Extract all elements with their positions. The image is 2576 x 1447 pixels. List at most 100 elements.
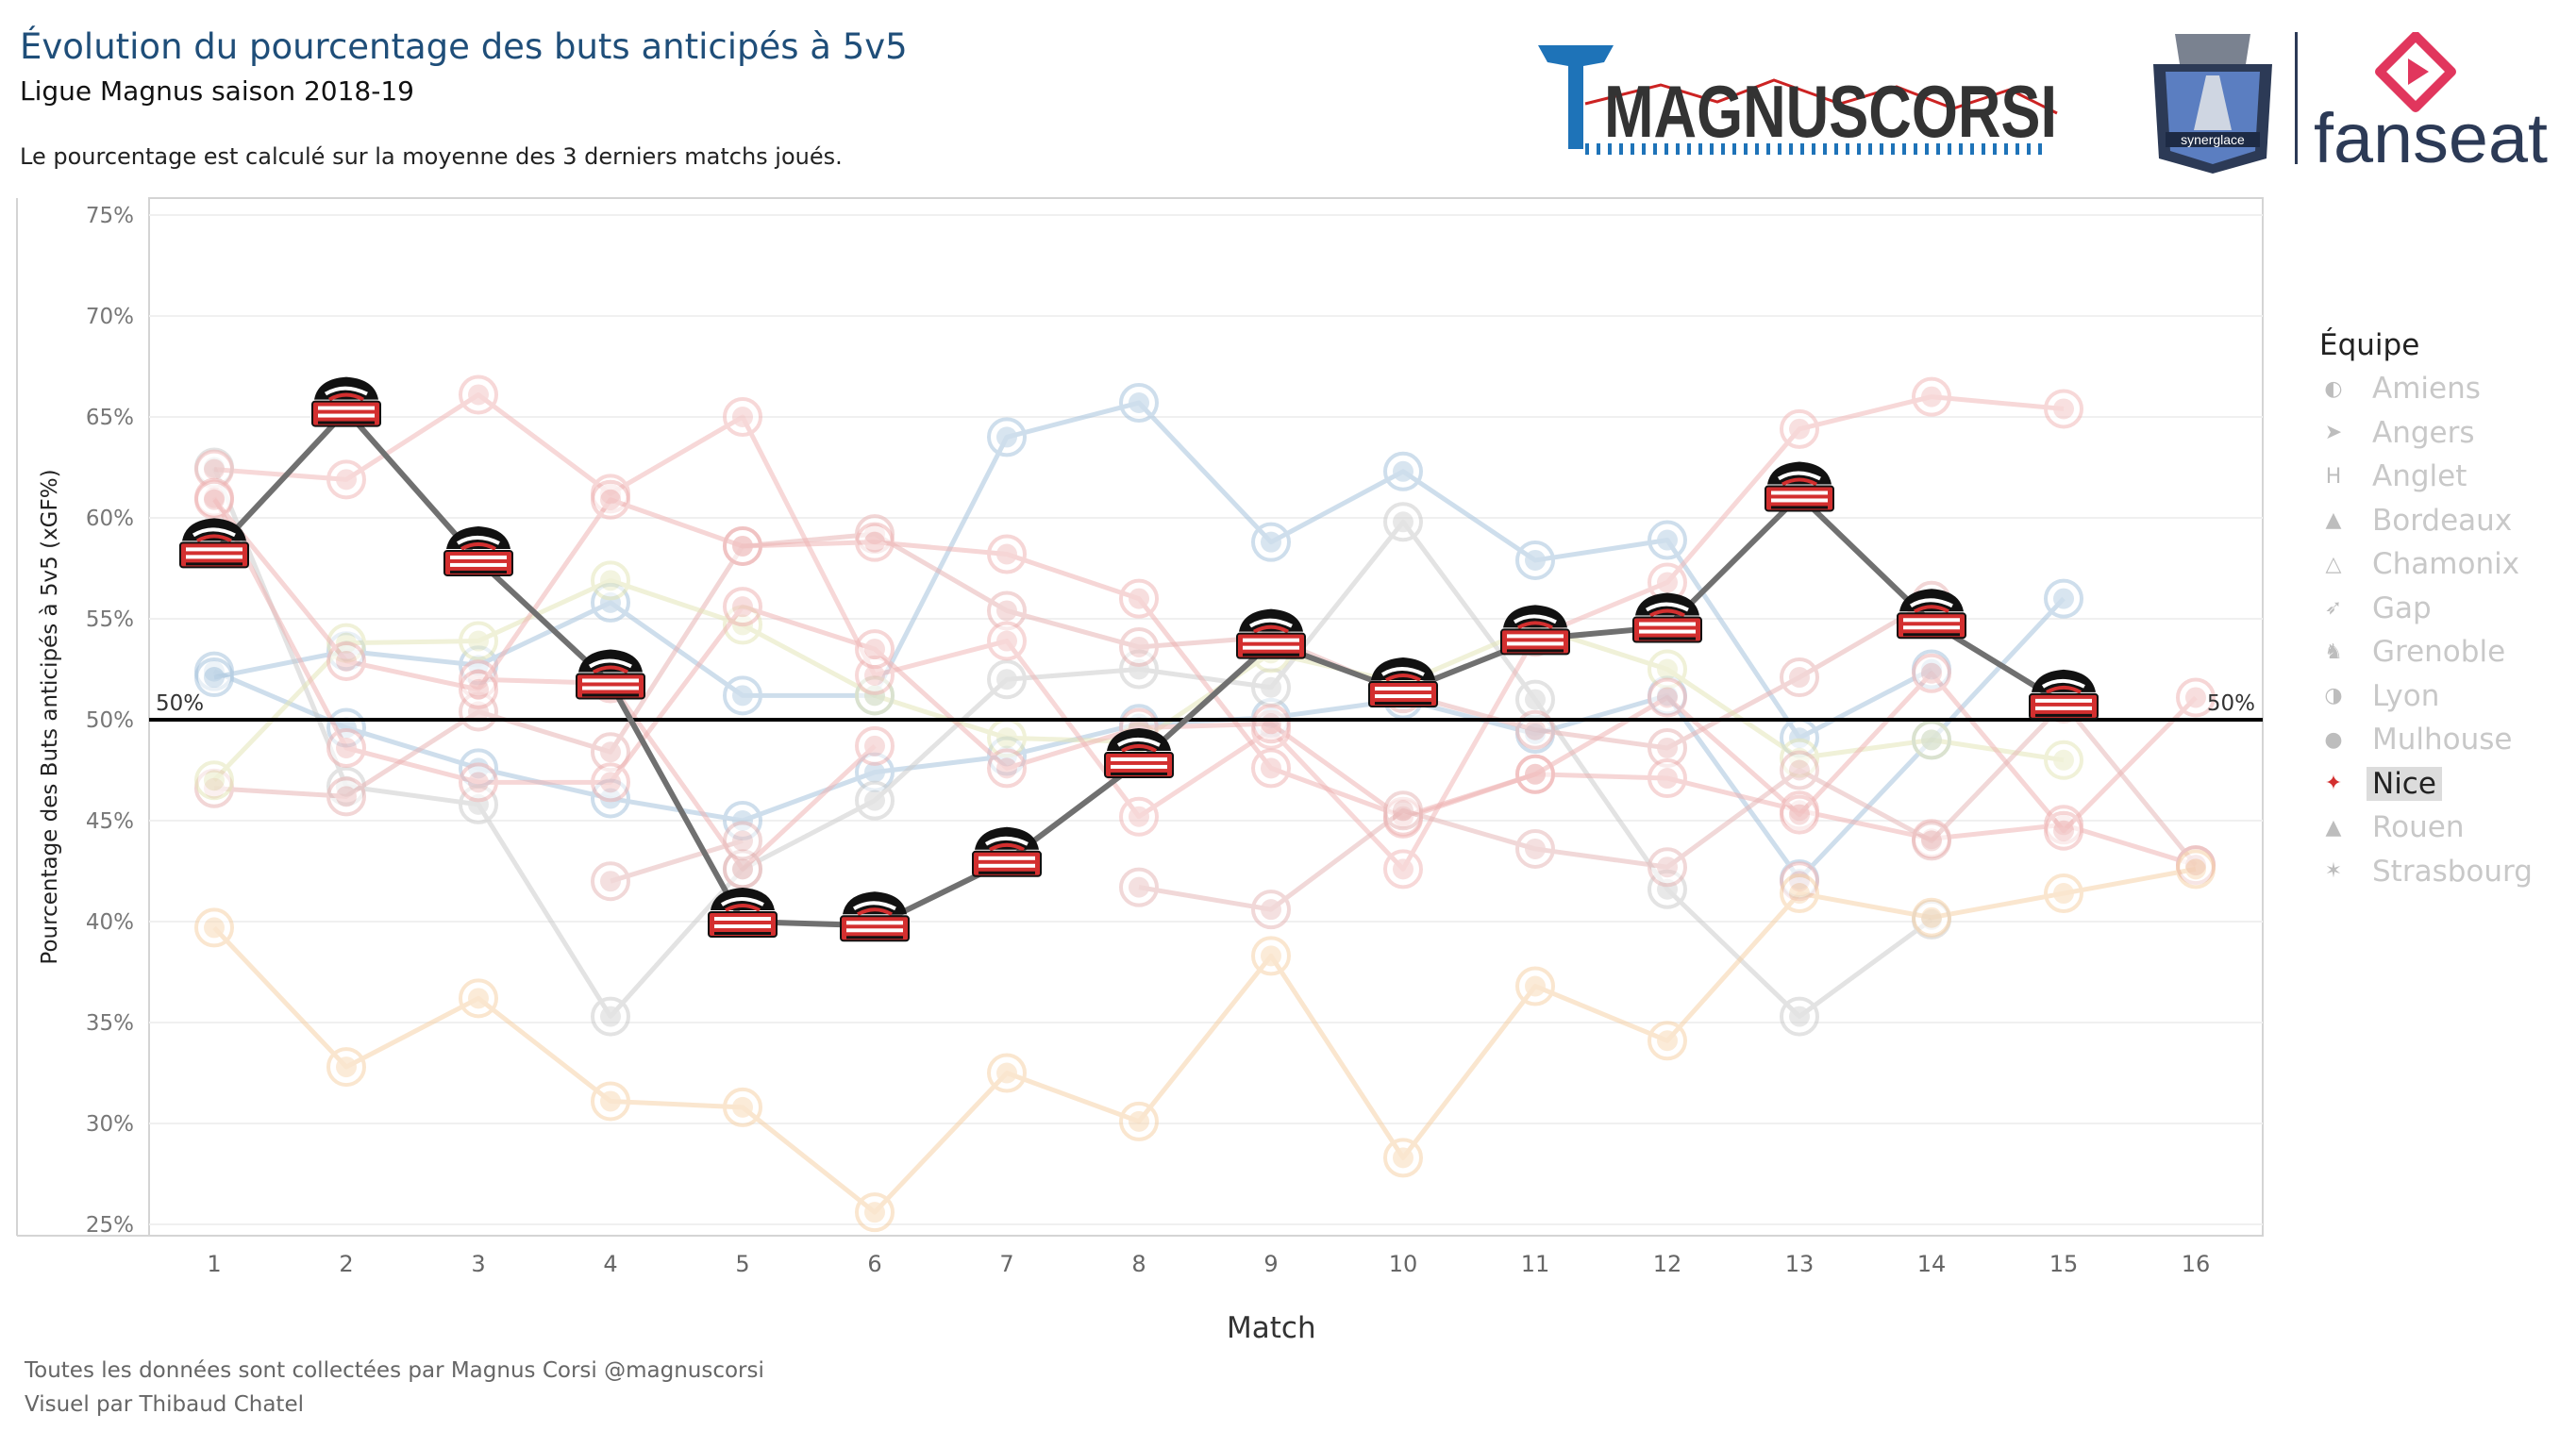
nice-logo-icon: ✦	[2324, 772, 2343, 795]
legend-item-lyon[interactable]: ◑ Lyon	[2319, 677, 2445, 715]
series-line	[477, 676, 877, 872]
x-tick-label: 13	[1785, 1251, 1815, 1277]
x-tick-label: 5	[735, 1251, 749, 1277]
legend-label: Bordeaux	[2372, 503, 2513, 538]
series-line	[212, 497, 2198, 834]
x-tick-label: 15	[2049, 1251, 2079, 1277]
series-line	[211, 496, 2197, 868]
nice-logo-marker	[1236, 608, 1306, 659]
legend-title: Équipe	[2319, 328, 2420, 362]
legend-item-gap[interactable]: ➶ Gap	[2319, 590, 2437, 627]
x-tick-label: 9	[1263, 1251, 1278, 1277]
angers-logo-icon: ➤	[2324, 421, 2343, 444]
fanseat-logo-text: fanseat	[2314, 99, 2548, 174]
y-tick-label: 35%	[86, 1011, 134, 1036]
legend-item-mulhouse[interactable]: ● Mulhouse	[2319, 721, 2518, 758]
nice-logo-marker	[1500, 605, 1570, 656]
legend-label: Angers	[2372, 415, 2475, 450]
series-line	[610, 839, 744, 884]
magnuscorsi-logo-text: MAGNUSCORSI	[1604, 70, 2057, 153]
magnuscorsi-logo: MAGNUSCORSI	[1529, 38, 2076, 160]
y-tick-label: 30%	[86, 1112, 134, 1137]
y-tick-label: 75%	[86, 204, 134, 228]
nice-logo-marker	[1765, 461, 1834, 512]
y-tick-label: 40%	[86, 910, 134, 935]
rouen-logo-icon: ▲	[2325, 815, 2342, 840]
legend-item-angers[interactable]: ➤ Angers	[2319, 414, 2481, 452]
y-tick-label: 70%	[86, 305, 134, 329]
x-tick-label: 6	[867, 1251, 881, 1277]
legend-item-grenoble[interactable]: ♞ Grenoble	[2319, 633, 2511, 671]
x-tick-label: 7	[999, 1251, 1013, 1277]
legend-item-chamonix[interactable]: △ Chamonix	[2319, 545, 2525, 583]
x-tick-label: 14	[1917, 1251, 1947, 1277]
legend-label: Strasbourg	[2372, 854, 2533, 889]
y-axis-title: Pourcentage des Buts anticipés à 5v5 (xG…	[38, 469, 62, 964]
series-rouen	[591, 683, 2216, 930]
trophy-logo: synerglace	[2142, 26, 2283, 177]
trophy-logo-text: synerglace	[2181, 132, 2245, 147]
nice-logo-marker	[1104, 727, 1174, 778]
legend-item-anglet[interactable]: H Anglet	[2319, 457, 2472, 495]
y-tick-label: 60%	[86, 507, 134, 531]
footer-credit: Visuel par Thibaud Chatel	[25, 1392, 304, 1417]
nice-logo-marker	[576, 649, 645, 700]
nice-logo-marker	[443, 525, 513, 576]
nice-logo-marker	[2029, 669, 2099, 720]
legend-label: Rouen	[2372, 810, 2465, 844]
x-tick-label: 12	[1653, 1251, 1682, 1277]
nice-logo-marker	[179, 518, 249, 569]
fanseat-logo: fanseat	[2310, 31, 2555, 177]
legend-label: Mulhouse	[2372, 723, 2513, 757]
legend-label: Amiens	[2372, 372, 2481, 406]
logo-divider	[2295, 32, 2298, 164]
y-tick-label: 65%	[86, 406, 134, 430]
x-tick-label: 3	[471, 1251, 485, 1277]
series-line	[1138, 701, 2198, 912]
strasbourg-logo-icon: ✶	[2324, 859, 2343, 883]
reference-label-right: 50%	[2207, 691, 2255, 716]
legend-label: Chamonix	[2372, 547, 2520, 581]
amiens-logo-icon: ◐	[2324, 376, 2343, 401]
nice-logo-marker	[311, 376, 381, 427]
legend-label: Gap	[2372, 590, 2432, 625]
chart-note: Le pourcentage est calculé sur la moyenn…	[20, 143, 843, 170]
grenoble-logo-icon: ♞	[2324, 640, 2343, 664]
nice-logo-marker	[840, 891, 910, 942]
bordeaux-logo-icon: ▲	[2325, 508, 2342, 532]
nice-logo-marker	[972, 826, 1042, 877]
x-tick-label: 2	[339, 1251, 353, 1277]
x-tick-label: 16	[2182, 1251, 2211, 1277]
chart-subtitle: Ligue Magnus saison 2018-19	[20, 75, 414, 107]
x-tick-label: 1	[207, 1251, 221, 1277]
legend-label: Anglet	[2372, 459, 2467, 493]
lyon-logo-icon: ◑	[2324, 684, 2343, 707]
y-tick-label: 55%	[86, 607, 134, 632]
legend-item-amiens[interactable]: ◐ Amiens	[2319, 370, 2486, 407]
nice-logo-marker	[708, 888, 778, 938]
reference-label-left: 50%	[156, 691, 204, 716]
y-tick-label: 45%	[86, 809, 134, 834]
trophy-logo-graphic: synerglace	[2153, 34, 2272, 174]
y-tick-label: 25%	[86, 1213, 134, 1238]
legend-item-rouen[interactable]: ▲ Rouen	[2319, 808, 2469, 846]
legend-item-bordeaux[interactable]: ▲ Bordeaux	[2319, 502, 2517, 540]
x-tick-label: 8	[1131, 1251, 1146, 1277]
series-line	[211, 466, 1933, 1020]
legend-item-strasbourg[interactable]: ✶ Strasbourg	[2319, 853, 2538, 890]
anglet-logo-icon: H	[2325, 464, 2342, 489]
x-axis-title: Match	[1227, 1311, 1316, 1345]
chamonix-logo-icon: △	[2325, 552, 2342, 576]
magnuscorsi-logo-graphic: MAGNUSCORSI	[1538, 45, 2058, 155]
nice-logo-marker	[1897, 589, 1966, 640]
legend-label: Grenoble	[2372, 635, 2506, 669]
chart-title: Évolution du pourcentage des buts antici…	[20, 26, 908, 67]
legend-item-nice[interactable]: ✦ Nice	[2319, 765, 2442, 803]
legend-label: Lyon	[2372, 678, 2440, 713]
x-tick-label: 10	[1389, 1251, 1418, 1277]
series-line	[212, 866, 2197, 1215]
nice-logo-marker	[1368, 657, 1438, 708]
mulhouse-logo-icon: ●	[2324, 727, 2343, 752]
series-line	[213, 391, 2065, 872]
